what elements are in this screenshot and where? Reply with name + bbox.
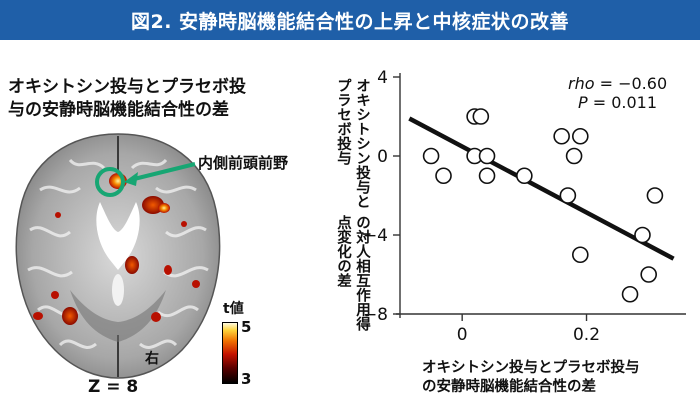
scatter-point (422, 147, 440, 165)
p-stat: P = 0.011 (578, 93, 657, 112)
scatter-point (621, 285, 639, 303)
x-axis-label: オキシトシン投与とプラセボ投与 の安静時脳機能結合性の差 (422, 359, 640, 397)
slice-label: Z = 8 (88, 377, 139, 397)
rho-stat: rho = −0.60 (568, 74, 667, 93)
scatter-point (553, 127, 570, 145)
brain-slice-image (15, 133, 221, 379)
roi-label: 内側前頭前野 (198, 154, 289, 172)
third-ventricle (112, 274, 124, 306)
x-axis-label-line2: の安静時脳機能結合性の差 (422, 379, 596, 395)
y-axis-label-line1: オキシトシン投与とプラセボ投与 (335, 78, 370, 209)
y-tick-label: −8 (363, 305, 388, 325)
figure-title: 図2. 安静時脳機能結合性の上昇と中核症状の改善 (130, 10, 570, 33)
brain-panel-title-line2: 与の安静時脳機能結合性の差 (8, 100, 229, 120)
y-axis-label: オキシトシン投与とプラセボ投与 の対人相互作用得点変化の差 (328, 78, 376, 334)
lateral-ventricles (96, 202, 140, 270)
brain-panel-title-line1: オキシトシン投与とプラセボ投 (8, 77, 246, 97)
colorbar-min: 3 (241, 370, 252, 388)
p-value: = 0.011 (587, 93, 658, 112)
roi-arrow (129, 162, 196, 182)
scatter-point (572, 246, 589, 264)
figure-title-banner: 図2. 安静時脳機能結合性の上昇と中核症状の改善 (0, 0, 700, 40)
scatter-point (472, 108, 490, 125)
scatter-point (634, 226, 651, 244)
y-tick-label: −4 (363, 226, 388, 246)
scatter-point (516, 167, 533, 185)
scatter-point (572, 127, 589, 145)
brain-panel-title: オキシトシン投与とプラセボ投 与の安静時脳機能結合性の差 (8, 76, 298, 122)
colorbar (222, 322, 238, 384)
rho-value: = −0.60 (594, 74, 668, 93)
colorbar-title: t値 (223, 301, 244, 317)
x-axis-label-line1: オキシトシン投与とプラセボ投与 (422, 360, 640, 376)
gyri-texture (27, 158, 209, 349)
rho-symbol: rho (568, 74, 595, 93)
scatter-point (478, 147, 496, 165)
roi-circle (95, 167, 125, 197)
y-tick-label: 0 (377, 147, 388, 167)
x-tick-label: 0 (457, 325, 468, 340)
scatter-point (478, 167, 496, 185)
scatter-chart: 4 0 −4 −8 0 0.2 (363, 68, 686, 340)
p-symbol: P (578, 93, 588, 112)
colorbar-max: 5 (241, 318, 252, 336)
regression-line (408, 116, 675, 261)
side-label: 右 (145, 351, 159, 367)
y-axis-label-line2: の対人相互作用得点変化の差 (335, 215, 370, 332)
scatter-point (559, 187, 577, 204)
scatter-point (435, 167, 452, 185)
x-tick-label: 0.2 (573, 325, 600, 340)
y-tick-label: 4 (377, 68, 388, 88)
scatter-point (565, 147, 583, 165)
scatter-point (646, 187, 664, 204)
scatter-point (640, 266, 657, 283)
